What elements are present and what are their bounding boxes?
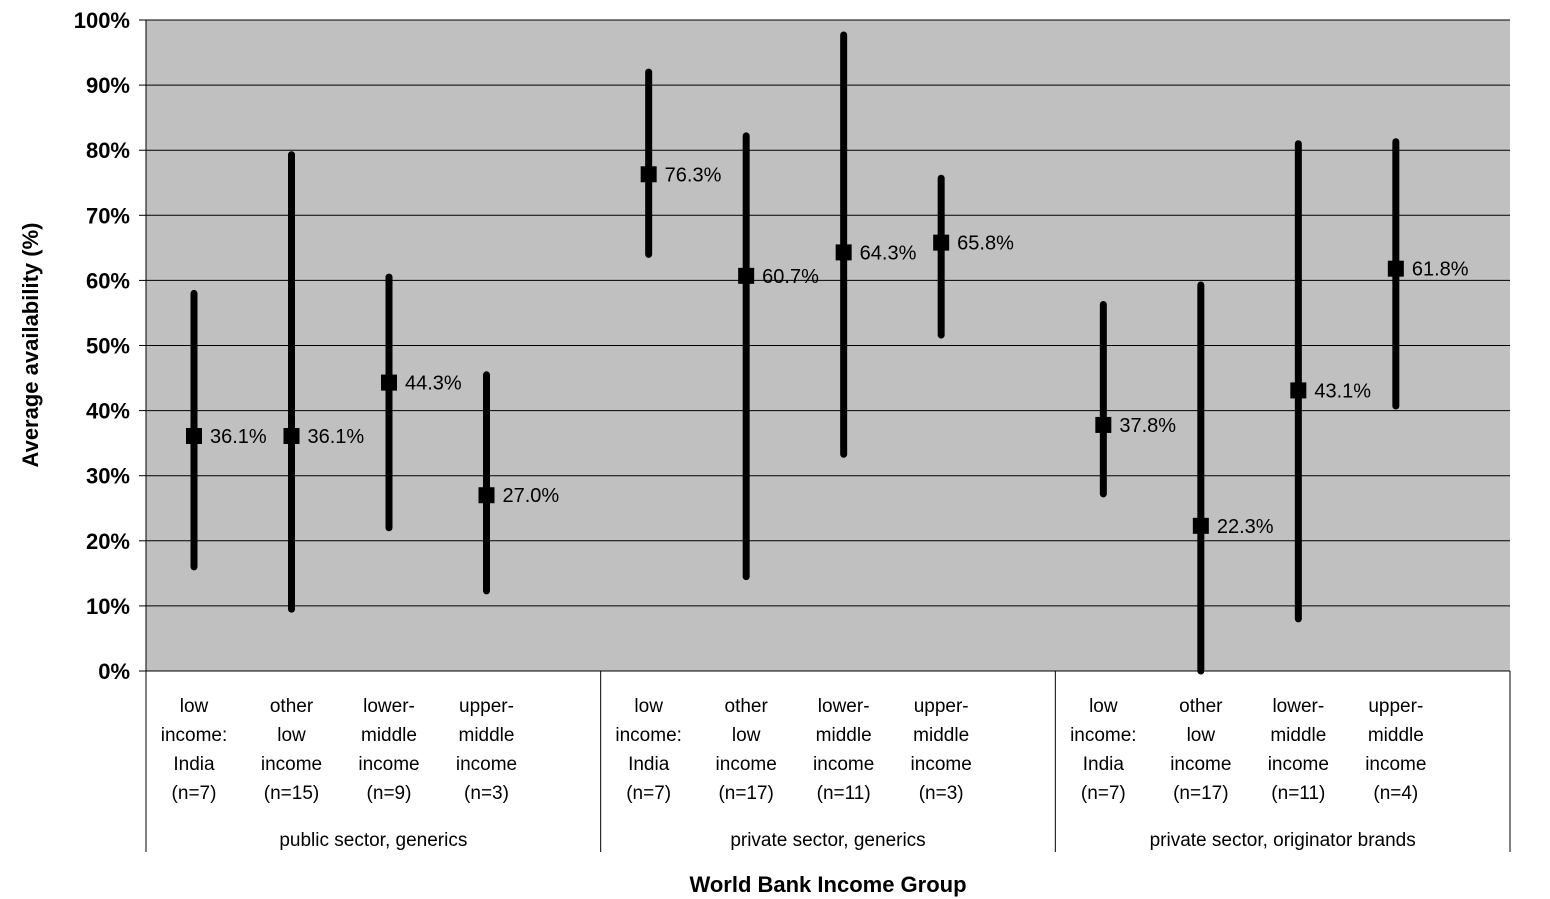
category-label-line: (n=7) <box>172 783 217 804</box>
category-label-line: lower- <box>363 696 415 717</box>
category-label-line: income <box>1365 754 1426 775</box>
y-tick-label: 40% <box>86 399 130 424</box>
category-label-line: other <box>270 696 314 717</box>
data-label: 65.8% <box>957 233 1014 255</box>
y-tick-label: 0% <box>98 659 130 684</box>
point-marker <box>1387 260 1404 277</box>
group-labels: public sector, generics private sector, g… <box>279 830 1415 851</box>
y-tick-label: 80% <box>86 138 130 163</box>
category-label-line: (n=15) <box>264 783 319 804</box>
group-label: private sector, generics <box>730 830 925 851</box>
point-marker <box>381 374 397 391</box>
data-label: 36.1% <box>210 426 267 448</box>
point-marker <box>835 244 852 261</box>
point-marker <box>1290 382 1307 399</box>
data-label: 27.0% <box>503 485 560 507</box>
category-label-line: low <box>634 696 663 717</box>
category-labels: low income: India (n=7) other low income (n=15)… <box>161 696 1427 804</box>
category-label-line: low <box>1089 696 1118 717</box>
category-label-line: (n=3) <box>464 783 509 804</box>
data-label: 22.3% <box>1217 516 1274 538</box>
category-label-line: middle <box>459 725 515 746</box>
category-label-line: income: <box>161 725 228 746</box>
category-label-line: middle <box>816 725 872 746</box>
y-tick-label: 60% <box>86 268 130 293</box>
category-label-line: low <box>180 696 209 717</box>
y-tick-label: 70% <box>86 203 130 228</box>
category-label-line: middle <box>1368 725 1424 746</box>
category-label-line: income <box>1268 754 1329 775</box>
category-label-line: India <box>628 754 670 775</box>
point-marker <box>478 487 495 504</box>
point-marker <box>186 427 202 444</box>
category-label-line: (n=9) <box>367 783 412 804</box>
category-label-line: low <box>732 725 761 746</box>
y-tick-label: 90% <box>86 73 130 98</box>
category-label-line: income <box>1170 754 1231 775</box>
gridlines <box>146 19 1510 607</box>
category-label-line: income <box>261 754 322 775</box>
y-tick-labels: 0% 10% 20% 30% 40% 50% 60% 70% 80% 90% 100% <box>74 8 130 684</box>
y-tick-label: 20% <box>86 529 130 554</box>
category-label-line: other <box>725 696 769 717</box>
category-label-line: income <box>813 754 874 775</box>
x-axis-title: World Bank Income Group <box>689 872 966 897</box>
point-marker <box>640 166 657 183</box>
category-label-line: income <box>716 754 777 775</box>
data-label: 64.3% <box>860 242 917 264</box>
category-label-line: (n=17) <box>718 783 773 804</box>
category-label-line: India <box>1083 754 1125 775</box>
y-tick-label: 100% <box>74 8 130 33</box>
category-label-line: upper- <box>459 696 514 717</box>
data-marks: 36.1% 36.1% 44.3% 27.0% 76.3% 60.7% 64.3% 65.8%… <box>186 31 1469 675</box>
category-label-line: lower- <box>818 696 870 717</box>
category-label-line: income: <box>615 725 682 746</box>
category-label-line: middle <box>361 725 417 746</box>
y-tick-label: 30% <box>86 464 130 489</box>
category-label-line: India <box>173 754 215 775</box>
category-label-line: middle <box>1270 725 1326 746</box>
category-label-line: low <box>277 725 306 746</box>
data-label: 44.3% <box>405 373 462 395</box>
data-label: 61.8% <box>1412 259 1469 281</box>
category-label-line: middle <box>913 725 969 746</box>
category-label-line: (n=4) <box>1373 783 1418 804</box>
category-label-line: (n=11) <box>1271 783 1325 804</box>
point-marker <box>1095 416 1112 433</box>
y-axis-title: Average availability (%) <box>18 223 43 468</box>
category-label-line: income: <box>1070 725 1137 746</box>
data-label: 76.3% <box>665 164 722 186</box>
category-label-line: (n=7) <box>626 783 671 804</box>
category-label-line: income <box>358 754 419 775</box>
data-label: 60.7% <box>762 266 819 288</box>
point-marker <box>1192 517 1209 534</box>
data-label: 36.1% <box>308 426 365 448</box>
category-label-line: lower- <box>1272 696 1324 717</box>
category-label-line: (n=17) <box>1173 783 1228 804</box>
category-label-line: income <box>456 754 517 775</box>
category-label-line: low <box>1187 725 1216 746</box>
category-label-line: upper- <box>1368 696 1423 717</box>
data-label: 37.8% <box>1119 415 1176 437</box>
group-label: public sector, generics <box>279 830 467 851</box>
category-label-line: (n=7) <box>1081 783 1126 804</box>
category-label-line: (n=3) <box>919 783 964 804</box>
category-label-line: upper- <box>914 696 969 717</box>
point-marker <box>283 427 300 444</box>
group-label: private sector, originator brands <box>1150 830 1416 851</box>
y-tick-label: 50% <box>86 334 130 359</box>
axes <box>139 19 1511 852</box>
category-label-line: other <box>1179 696 1223 717</box>
data-label: 43.1% <box>1314 380 1371 402</box>
category-label-line: income <box>911 754 972 775</box>
y-tick-label: 10% <box>86 594 130 619</box>
point-marker <box>933 234 950 251</box>
point-marker <box>738 267 755 284</box>
category-label-line: (n=11) <box>817 783 871 804</box>
